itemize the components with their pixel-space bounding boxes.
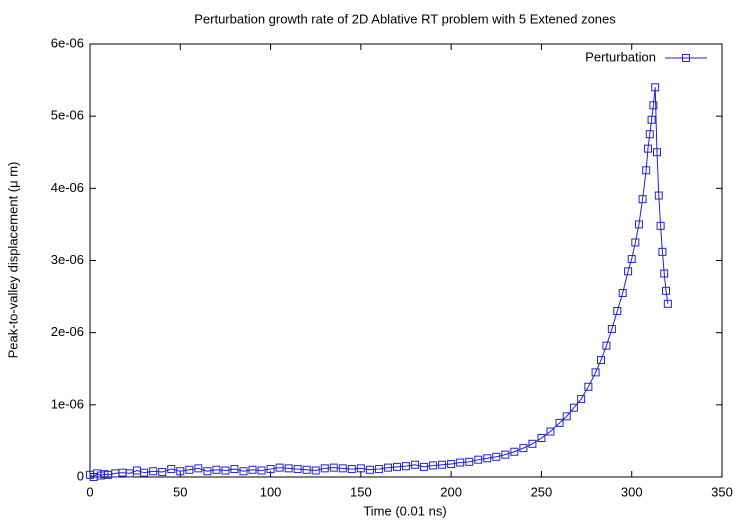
- data-point: [602, 341, 611, 350]
- x-tick-label: 150: [350, 484, 372, 499]
- chart-title: Perturbation growth rate of 2D Ablative …: [194, 11, 616, 26]
- data-point: [519, 444, 528, 453]
- data-point: [374, 465, 383, 474]
- data-point: [420, 462, 429, 471]
- data-point: [302, 465, 311, 474]
- data-point: [383, 463, 392, 472]
- y-tick-label: 6e-06: [51, 35, 84, 50]
- data-point: [465, 457, 474, 466]
- data-point: [438, 460, 447, 469]
- data-point: [663, 299, 672, 308]
- data-point: [627, 255, 636, 264]
- data-point: [492, 452, 501, 461]
- data-point: [510, 447, 519, 456]
- x-axis-label: Time (0.01 ns): [363, 503, 446, 518]
- data-point: [546, 427, 555, 436]
- data-point: [643, 144, 652, 153]
- data-point: [266, 465, 275, 474]
- y-tick-label: 4e-06: [51, 180, 84, 195]
- data-point: [158, 467, 167, 476]
- data-point: [591, 368, 600, 377]
- y-tick-label: 5e-06: [51, 108, 84, 123]
- data-point: [230, 465, 239, 474]
- data-point: [577, 395, 586, 404]
- x-tick-label: 50: [173, 484, 187, 499]
- data-point: [634, 220, 643, 229]
- data-point: [597, 356, 606, 365]
- data-point: [167, 465, 176, 474]
- data-point: [624, 267, 633, 276]
- data-point: [140, 468, 149, 477]
- data-point: [474, 455, 483, 464]
- x-tick-label: 350: [711, 484, 733, 499]
- data-point: [347, 465, 356, 474]
- data-point: [221, 466, 230, 475]
- x-tick-label: 250: [531, 484, 553, 499]
- data-point: [149, 467, 158, 476]
- data-point: [654, 191, 663, 200]
- data-point: [618, 288, 627, 297]
- data-point: [656, 221, 665, 230]
- data-point: [275, 463, 284, 472]
- data-point: [660, 269, 669, 278]
- data-point: [365, 465, 374, 474]
- data-point: [662, 286, 671, 295]
- data-point: [284, 464, 293, 473]
- data-point: [647, 115, 656, 124]
- data-point: [562, 412, 571, 421]
- data-point: [356, 464, 365, 473]
- data-point: [429, 461, 438, 470]
- data-point: [338, 464, 347, 473]
- data-point: [607, 325, 616, 334]
- data-point: [642, 166, 651, 175]
- data-point: [584, 382, 593, 391]
- data-point: [194, 464, 203, 473]
- data-point: [176, 467, 185, 476]
- data-point: [411, 460, 420, 469]
- data-point: [456, 458, 465, 467]
- data-point: [447, 460, 456, 469]
- data-point: [555, 418, 564, 427]
- y-tick-label: 3e-06: [51, 252, 84, 267]
- data-point: [257, 466, 266, 475]
- x-tick-label: 100: [260, 484, 282, 499]
- y-tick-label: 2e-06: [51, 324, 84, 339]
- data-point: [392, 462, 401, 471]
- data-point: [311, 466, 320, 475]
- data-point: [651, 83, 660, 92]
- data-point: [212, 465, 221, 474]
- data-point: [537, 434, 546, 443]
- data-point: [569, 403, 578, 412]
- data-point: [658, 247, 667, 256]
- y-axis-label: Peak-to-valley displacement (μ m): [5, 162, 20, 359]
- legend-marker: [682, 54, 690, 62]
- data-point: [203, 467, 212, 476]
- x-tick-label: 200: [440, 484, 462, 499]
- x-tick-label: 0: [86, 484, 93, 499]
- data-point: [402, 462, 410, 471]
- x-tick-label: 300: [621, 484, 643, 499]
- data-point: [185, 465, 194, 474]
- data-point: [329, 463, 338, 472]
- y-tick-label: 0: [77, 468, 84, 483]
- data-point: [528, 439, 537, 448]
- data-point: [613, 307, 622, 316]
- data-point: [652, 148, 661, 157]
- data-point: [293, 465, 302, 474]
- data-point: [638, 195, 647, 204]
- data-point: [239, 467, 248, 476]
- data-line: [89, 87, 669, 478]
- data-point: [248, 465, 257, 474]
- legend-label: Perturbation: [585, 49, 656, 64]
- y-tick-label: 1e-06: [51, 396, 84, 411]
- data-point: [501, 450, 510, 459]
- data-point: [483, 454, 492, 463]
- plot-border: [89, 43, 723, 478]
- data-point: [649, 101, 658, 110]
- data-point: [631, 238, 640, 247]
- data-point: [645, 130, 654, 139]
- data-point: [320, 464, 329, 473]
